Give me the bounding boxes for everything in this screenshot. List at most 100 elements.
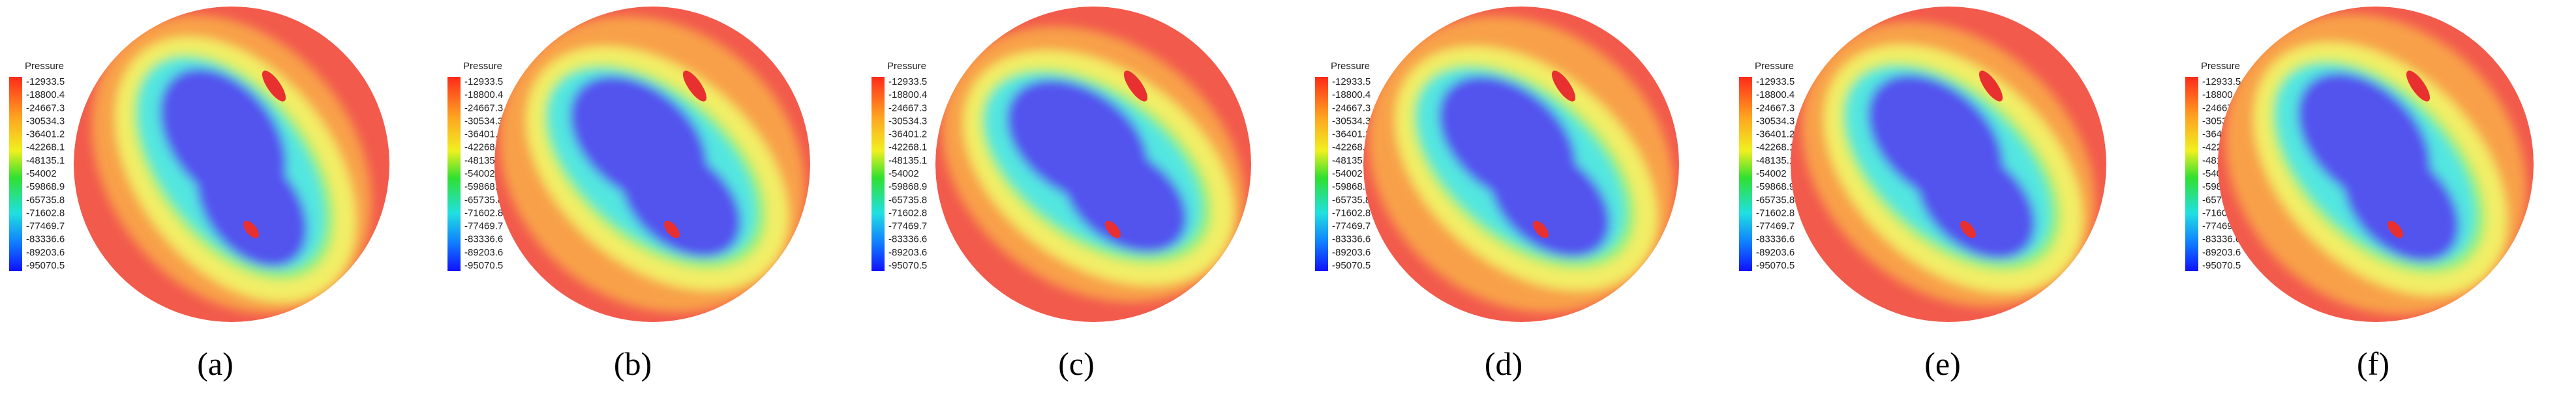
legend-value: -30534.3 bbox=[1756, 115, 1795, 126]
legend-value: -12933.5 bbox=[464, 76, 503, 87]
legend-value: -30534.3 bbox=[1332, 115, 1371, 126]
legend-value: -54002 bbox=[26, 168, 57, 179]
legend-value: -83336.6 bbox=[464, 234, 503, 245]
legend-value: -89203.6 bbox=[464, 247, 503, 258]
legend-title: Pressure bbox=[887, 61, 926, 72]
hot-spot bbox=[1551, 70, 1576, 102]
legend-value: -54002 bbox=[1332, 168, 1363, 179]
legend-value: -89203.6 bbox=[888, 247, 927, 258]
hot-spot bbox=[1960, 220, 1976, 239]
legend-value: -54002 bbox=[888, 168, 919, 179]
contour-plot bbox=[2218, 7, 2534, 322]
panel: Pressure-12933.5-18800.4-24667.3-30534.3… bbox=[871, 7, 1251, 382]
panel-label: (e) bbox=[1924, 345, 1961, 382]
legend-value: -59868.9 bbox=[26, 181, 65, 192]
color-bar bbox=[1315, 77, 1328, 271]
legend-value: -65735.8 bbox=[1332, 194, 1371, 205]
hot-spot bbox=[1533, 220, 1549, 239]
hot-spot bbox=[1978, 70, 2003, 102]
hot-spot bbox=[664, 220, 680, 239]
legend-value: -83336.6 bbox=[1332, 234, 1371, 245]
hot-spot bbox=[2406, 70, 2431, 102]
hot-spot bbox=[2387, 220, 2403, 239]
legend-value: -30534.3 bbox=[26, 115, 65, 126]
legend-value: -83336.6 bbox=[26, 234, 65, 245]
legend-value: -89203.6 bbox=[1332, 247, 1371, 258]
legend-value: -59868.9 bbox=[1332, 181, 1371, 192]
legend-value: -48135.1 bbox=[1332, 155, 1371, 166]
legend-value: -42268.1 bbox=[464, 142, 503, 153]
legend-value: -36401.2 bbox=[26, 129, 65, 140]
legend-value: -48135.1 bbox=[1756, 155, 1795, 166]
legend-value: -42268.1 bbox=[888, 142, 927, 153]
legend-value: -18800.4 bbox=[888, 89, 927, 100]
legend-title: Pressure bbox=[463, 61, 502, 72]
panel: Pressure-12933.5-18800.4-24667.3-30534.3… bbox=[447, 7, 810, 382]
legend-value: -54002 bbox=[1756, 168, 1787, 179]
color-bar bbox=[2185, 77, 2198, 271]
legend-value: -65735.8 bbox=[464, 194, 503, 205]
color-bar bbox=[871, 77, 885, 271]
legend-value: -18800.4 bbox=[464, 89, 503, 100]
legend-value: -59868.9 bbox=[1756, 181, 1795, 192]
legend-title: Pressure bbox=[1755, 61, 1794, 72]
legend-value: -95070.5 bbox=[1756, 260, 1795, 271]
legend-value: -36401.2 bbox=[888, 129, 927, 140]
legend-value: -59868.9 bbox=[464, 181, 503, 192]
contour-plot bbox=[935, 7, 1251, 322]
zone-blue bbox=[197, 128, 274, 211]
hot-spot bbox=[682, 70, 707, 102]
legend-value: -12933.5 bbox=[2202, 76, 2241, 87]
hot-spot bbox=[262, 70, 286, 102]
legend-value: -83336.6 bbox=[2202, 234, 2241, 245]
legend-value: -77469.7 bbox=[888, 221, 927, 232]
contour-layers bbox=[1801, 22, 2096, 307]
legend-value: -89203.6 bbox=[1756, 247, 1795, 258]
panel: Pressure -12933.5 -18800.4 -24667.3 -30534.3… bbox=[9, 7, 389, 382]
legend-value: -24667.3 bbox=[1756, 102, 1795, 113]
legend-value: -12933.5 bbox=[26, 76, 65, 87]
legend-value: -36401.2 bbox=[1756, 129, 1795, 140]
legend-value: -83336.6 bbox=[1756, 234, 1795, 245]
legend-value: -18800.4 bbox=[1756, 89, 1795, 100]
legend-title: Pressure bbox=[25, 61, 64, 72]
zone-blue bbox=[2341, 129, 2420, 209]
legend-value: -18800.4 bbox=[26, 89, 65, 100]
zone-blue bbox=[1913, 129, 1994, 208]
contour-layers bbox=[1368, 16, 1674, 313]
legend-value: -65735.8 bbox=[26, 194, 65, 205]
legend-value: -18800.4 bbox=[1332, 89, 1371, 100]
color-bar bbox=[9, 77, 22, 271]
legend-value: -95070.5 bbox=[1332, 260, 1371, 271]
legend-value: -77469.7 bbox=[26, 221, 65, 232]
legend-value: -42268.1 bbox=[1332, 142, 1371, 153]
legend-value: -71602.8 bbox=[26, 207, 65, 218]
legend-value: -30534.3 bbox=[888, 115, 927, 126]
panel: Pressure-12933.5-18800.4-24667.3-30534.3… bbox=[1739, 7, 2106, 382]
legend-value: -95070.5 bbox=[2202, 260, 2241, 271]
hot-spot bbox=[1123, 70, 1148, 102]
contour-plot bbox=[1363, 7, 1679, 322]
legend-value: -30534.3 bbox=[464, 115, 503, 126]
legend-value: -48135.1 bbox=[888, 155, 927, 166]
legend-value: -18800.4 bbox=[2202, 89, 2241, 100]
legend-title: Pressure bbox=[1331, 61, 1370, 72]
legend-value: -95070.5 bbox=[888, 260, 927, 271]
legend-value: -89203.6 bbox=[2202, 247, 2241, 258]
legend-value: -48135.1 bbox=[26, 155, 65, 166]
legend-value: -48135.1 bbox=[464, 155, 503, 166]
panel-label: (c) bbox=[1058, 345, 1095, 382]
legend-value: -65735.8 bbox=[1756, 194, 1795, 205]
legend-value: -95070.5 bbox=[464, 260, 503, 271]
panel: Pressure-12933.5-18800.4-24667.3-30534.3… bbox=[2185, 7, 2534, 382]
zone-blue bbox=[1057, 130, 1141, 206]
contour-layers bbox=[942, 26, 1245, 302]
contour-layers bbox=[499, 16, 806, 313]
legend-value: -89203.6 bbox=[26, 247, 65, 258]
legend-value: -77469.7 bbox=[1756, 221, 1795, 232]
contour-layers bbox=[91, 14, 372, 314]
color-bar bbox=[447, 77, 461, 271]
legend-value: -24667.3 bbox=[26, 102, 65, 113]
legend-value: -77469.7 bbox=[1332, 221, 1371, 232]
